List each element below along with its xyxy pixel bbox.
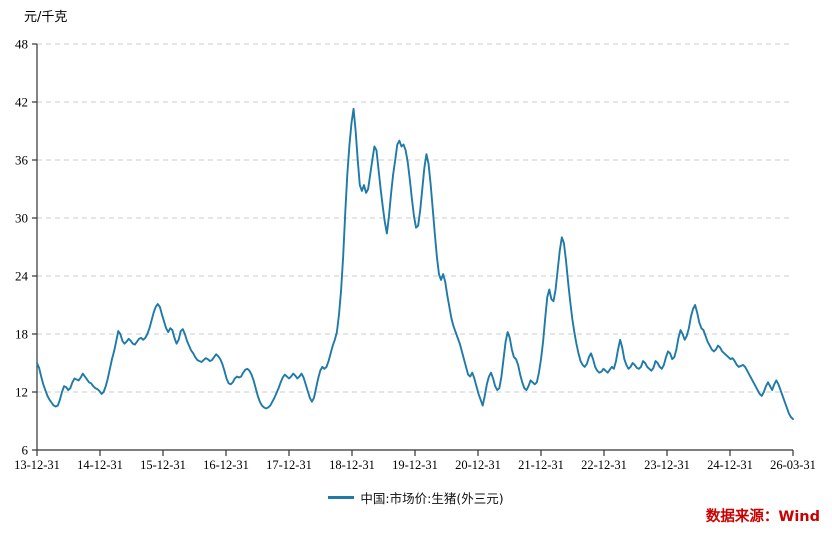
svg-text:36: 36 — [15, 153, 29, 168]
svg-text:19-12-31: 19-12-31 — [392, 458, 438, 472]
svg-text:16-12-31: 16-12-31 — [203, 458, 249, 472]
svg-text:17-12-31: 17-12-31 — [266, 458, 312, 472]
data-source-note: 数据来源：Wind — [705, 509, 820, 525]
svg-text:21-12-31: 21-12-31 — [518, 458, 564, 472]
svg-text:23-12-31: 23-12-31 — [644, 458, 690, 472]
chart-legend: 中国:市场价:生猪(外三元) — [0, 486, 832, 507]
svg-text:13-12-31: 13-12-31 — [14, 458, 60, 472]
svg-text:12: 12 — [15, 385, 28, 400]
legend-item-label: 中国:市场价:生猪(外三元) — [360, 491, 504, 506]
svg-text:48: 48 — [15, 37, 28, 52]
svg-text:30: 30 — [15, 211, 28, 226]
svg-text:26-03-31: 26-03-31 — [770, 458, 816, 472]
svg-text:18: 18 — [15, 327, 28, 342]
legend-color-swatch — [328, 496, 355, 499]
price-series-line — [36, 107, 794, 421]
y-axis-unit-label: 元/千克 — [24, 10, 68, 25]
svg-text:6: 6 — [22, 443, 29, 458]
svg-text:24-12-31: 24-12-31 — [707, 458, 753, 472]
y-axis-ticks: 6 12 18 24 30 36 42 48 — [15, 37, 37, 458]
svg-text:22-12-31: 22-12-31 — [581, 458, 627, 472]
svg-text:20-12-31: 20-12-31 — [455, 458, 501, 472]
svg-text:42: 42 — [15, 95, 28, 110]
svg-text:18-12-31: 18-12-31 — [329, 458, 375, 472]
svg-text:15-12-31: 15-12-31 — [140, 458, 186, 472]
legend-item-pig-price[interactable]: 中国:市场价:生猪(外三元) — [328, 488, 504, 507]
svg-text:24: 24 — [15, 269, 29, 284]
x-axis-ticks: 13-12-31 14-12-31 15-12-31 16-12-31 17-12-31… — [14, 450, 816, 472]
svg-text:14-12-31: 14-12-31 — [77, 458, 123, 472]
